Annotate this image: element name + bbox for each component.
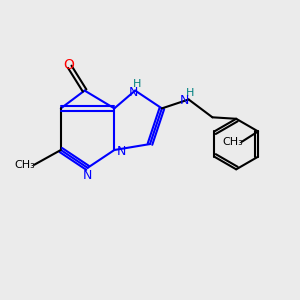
- Text: H: H: [132, 79, 141, 89]
- Text: N: N: [82, 169, 92, 182]
- Text: O: O: [63, 58, 74, 72]
- Text: N: N: [179, 94, 189, 107]
- Text: N: N: [129, 85, 138, 98]
- Text: CH₃: CH₃: [222, 137, 243, 147]
- Text: N: N: [117, 145, 127, 158]
- Text: H: H: [186, 88, 194, 98]
- Text: CH₃: CH₃: [15, 160, 35, 170]
